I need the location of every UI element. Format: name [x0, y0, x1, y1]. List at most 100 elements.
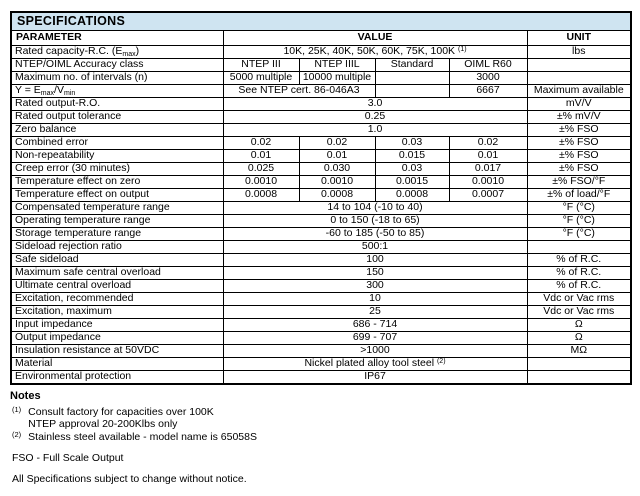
- value-cell: IP67: [222, 370, 528, 385]
- notes-heading: Notes: [10, 390, 41, 402]
- value-cell: 0.01: [298, 149, 376, 163]
- value-cell: 686 - 714: [222, 318, 528, 332]
- note-text: Consult factory for capacities over 100K…: [28, 406, 214, 430]
- value-cell: 500:1: [222, 240, 528, 254]
- parameter-cell: Rated output-R.O.: [10, 97, 224, 111]
- value-cell: 300: [222, 279, 528, 293]
- unit-cell: ±% FSO: [526, 149, 632, 163]
- table-row: Y = Emax/Vmin See NTEP cert. 86-046A3 6667…: [10, 84, 632, 98]
- unit-cell: Maximum available: [526, 84, 632, 98]
- table-row: Combined error 0.02 0.02 0.03 0.02 ±% FSO: [10, 136, 632, 150]
- value-cell: >1000: [222, 344, 528, 358]
- table-row: Sideload rejection ratio 500:1: [10, 240, 632, 254]
- unit-cell: ±% FSO: [526, 136, 632, 150]
- page-title: SPECIFICATIONS: [10, 11, 632, 31]
- value-cell: 0.03: [374, 162, 450, 176]
- value-cell: 0.01: [448, 149, 528, 163]
- value-cell: 0.0010: [448, 175, 528, 189]
- specifications-table: SPECIFICATIONS PARAMETER VALUE UNIT Rate…: [10, 11, 633, 385]
- table-row: Input impedance 686 - 714 Ω: [10, 318, 632, 332]
- parameter-cell: Temperature effect on zero: [10, 175, 224, 189]
- value-cell: 3000: [448, 71, 528, 85]
- table-row: Temperature effect on output 0.0008 0.0008…: [10, 188, 632, 202]
- table-header-row: PARAMETER VALUE UNIT: [10, 30, 632, 46]
- unit-cell: ±% FSO: [526, 123, 632, 137]
- notes-list: (1) Consult factory for capacities over 1…: [10, 405, 630, 443]
- table-row: Creep error (30 minutes) 0.025 0.030 0.03 0.…: [10, 162, 632, 176]
- table-row: Rated output tolerance 0.25 ±% mV/V: [10, 110, 632, 124]
- table-row: Rated output-R.O. 3.0 mV/V: [10, 97, 632, 111]
- value-cell: 0.03: [374, 136, 450, 150]
- value-cell: 0.02: [298, 136, 376, 150]
- value-cell: 25: [222, 305, 528, 319]
- unit-cell: Ω: [526, 331, 632, 345]
- value-cell: 0.0008: [222, 188, 300, 202]
- unit-cell: [526, 58, 632, 72]
- unit-cell: lbs: [526, 45, 632, 59]
- parameter-cell: Excitation, maximum: [10, 305, 224, 319]
- value-cell: 10000 multiple: [298, 71, 376, 85]
- table-row: Safe sideload 100% of R.C.: [10, 253, 632, 267]
- table-row: NTEP/OIML Accuracy class NTEP III NTEP III…: [10, 58, 632, 72]
- value-cell: 0.0010: [298, 175, 376, 189]
- table-row: Rated capacity-R.C. (Emax) 10K, 25K, 40K,…: [10, 45, 632, 59]
- note-item: (1) Consult factory for capacities over 1…: [12, 405, 630, 430]
- unit-cell: °F (°C): [526, 214, 632, 228]
- unit-cell: mV/V: [526, 97, 632, 111]
- table-row: Material Nickel plated alloy tool steel (…: [10, 357, 632, 371]
- unit-cell: [526, 370, 632, 385]
- table-row: Output impedance 699 - 707 Ω: [10, 331, 632, 345]
- value-cell: -60 to 185 (-50 to 85): [222, 227, 528, 241]
- value-cell: 0.02: [448, 136, 528, 150]
- note-marker: (2): [12, 430, 22, 439]
- table-row: Excitation, recommended 10 Vdc or Vac rms: [10, 292, 632, 306]
- value-cell: See NTEP cert. 86-046A3: [222, 84, 376, 98]
- column-header-unit: UNIT: [526, 30, 632, 46]
- parameter-cell: Creep error (30 minutes): [10, 162, 224, 176]
- parameter-cell: Non-repeatability: [10, 149, 224, 163]
- table-row: Storage temperature range -60 to 185 (-50…: [10, 227, 632, 241]
- value-cell: 1.0: [222, 123, 528, 137]
- value-cell: 0.0015: [374, 175, 450, 189]
- parameter-cell: Ultimate central overload: [10, 279, 224, 293]
- value-cell: 0.015: [374, 149, 450, 163]
- unit-cell: [526, 357, 632, 371]
- table-row: Zero balance 1.0 ±% FSO: [10, 123, 632, 137]
- unit-cell: % of R.C.: [526, 279, 632, 293]
- unit-cell: Vdc or Vac rms: [526, 305, 632, 319]
- value-cell: Standard: [374, 58, 450, 72]
- parameter-cell: NTEP/OIML Accuracy class: [10, 58, 224, 72]
- value-cell: 0.0007: [448, 188, 528, 202]
- parameter-cell: Insulation resistance at 50VDC: [10, 344, 224, 358]
- unit-cell: ±% FSO/°F: [526, 175, 632, 189]
- table-row: Ultimate central overload 300% of R.C.: [10, 279, 632, 293]
- value-cell: 0.025: [222, 162, 300, 176]
- parameter-cell: Compensated temperature range: [10, 201, 224, 215]
- parameter-cell: Storage temperature range: [10, 227, 224, 241]
- parameter-cell: Maximum safe central overload: [10, 266, 224, 280]
- parameter-cell: Rated capacity-R.C. (Emax): [10, 45, 224, 59]
- table-row: Maximum safe central overload 150% of R.C…: [10, 266, 632, 280]
- table-row: Compensated temperature range 14 to 104 (…: [10, 201, 632, 215]
- unit-cell: ±% of load/°F: [526, 188, 632, 202]
- notes-section: Notes (1) Consult factory for capacities …: [10, 390, 630, 485]
- parameter-cell: Rated output tolerance: [10, 110, 224, 124]
- table-row: Operating temperature range 0 to 150 (-18…: [10, 214, 632, 228]
- parameter-cell: Input impedance: [10, 318, 224, 332]
- value-cell: 0.017: [448, 162, 528, 176]
- value-cell: 699 - 707: [222, 331, 528, 345]
- value-cell: 0.0008: [374, 188, 450, 202]
- unit-cell: ±% mV/V: [526, 110, 632, 124]
- value-cell: [374, 71, 450, 85]
- table-row: Environmental protection IP67: [10, 370, 632, 385]
- table-title-row: SPECIFICATIONS: [10, 11, 632, 31]
- value-cell: 10: [222, 292, 528, 306]
- value-cell: 5000 multiple: [222, 71, 300, 85]
- value-cell: 150: [222, 266, 528, 280]
- value-cell: 0.01: [222, 149, 300, 163]
- value-cell: 0.0008: [298, 188, 376, 202]
- unit-cell: % of R.C.: [526, 253, 632, 267]
- value-cell: [374, 84, 450, 98]
- parameter-cell: Safe sideload: [10, 253, 224, 267]
- parameter-cell: Temperature effect on output: [10, 188, 224, 202]
